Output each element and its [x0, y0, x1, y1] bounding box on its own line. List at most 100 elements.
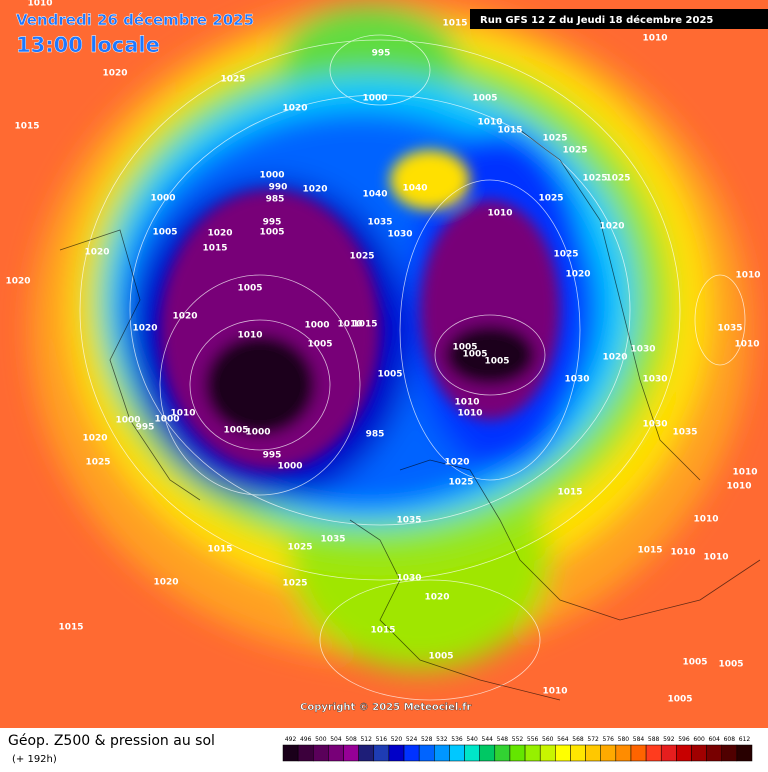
isobar-label: 1020 [602, 353, 627, 363]
isobar-label: 1035 [396, 516, 421, 526]
isobar-label: 1020 [207, 229, 232, 239]
colorbar-label: 556 [527, 736, 539, 743]
isobar-label: 1035 [320, 535, 345, 545]
colorbar-label: 596 [678, 736, 690, 743]
isobar-label: 1015 [557, 488, 582, 498]
isobar-label: 1035 [717, 324, 742, 334]
isobar-label: 1020 [84, 248, 109, 258]
colorbar-swatch [479, 744, 496, 762]
colorbar-label: 560 [542, 736, 554, 743]
isobar-label: 1015 [207, 545, 232, 555]
isobar-label: 1020 [132, 324, 157, 334]
isobar-label: 1000 [362, 94, 387, 104]
colorbar-swatch [509, 744, 526, 762]
isobar-label: 1015 [497, 126, 522, 136]
isobar-label: 1015 [202, 244, 227, 254]
colorbar-label: 520 [391, 736, 403, 743]
colorbar-swatch [706, 744, 722, 762]
isobar-label: 1025 [287, 543, 312, 553]
colorbar-swatch [282, 744, 299, 762]
colorbar-label: 544 [482, 736, 494, 743]
isobar-label: 1005 [259, 228, 284, 238]
isobar-label: 985 [266, 195, 285, 205]
isobar-label: 1010 [734, 340, 759, 350]
isobar-label: 1020 [282, 104, 307, 114]
colorbar-swatch [494, 744, 511, 762]
colorbar-swatch [418, 744, 435, 762]
isobar-label: 1020 [444, 458, 469, 468]
isobar-label: 1010 [170, 409, 195, 419]
colorbar-label: 604 [708, 736, 720, 743]
isobar-label: 995 [136, 423, 155, 433]
isobar-label: 1035 [367, 218, 392, 228]
isobar-label: 1020 [599, 222, 624, 232]
isobar-label: 995 [372, 49, 391, 59]
colorbar-swatch [313, 744, 329, 762]
colorbar-swatch [691, 744, 707, 762]
colorbar-swatch [358, 744, 375, 762]
colorbar-swatch [736, 744, 753, 762]
colorbar-label: 548 [497, 736, 509, 743]
isobar-label: 995 [263, 451, 282, 461]
isobar-label: 1015 [637, 546, 662, 556]
isobar-label: 1020 [102, 69, 127, 79]
isobar-label: 1005 [377, 370, 402, 380]
isobar-label: 1025 [582, 174, 607, 184]
isobar-label: 1010 [454, 398, 479, 408]
isobar-label: 1005 [682, 658, 707, 668]
isobar-label: 995 [263, 218, 282, 228]
isobar-label: 1005 [237, 284, 262, 294]
colorbar-label: 500 [315, 736, 327, 743]
isobar-labels: 1010 1015 1010 1020 995 1025 1000 1020 1005 1015 1… [5, 0, 760, 705]
isobar-label: 1005 [718, 660, 743, 670]
isobar-label: 1025 [562, 146, 587, 156]
colorbar-label: 504 [330, 736, 342, 743]
colorbar-label: 516 [376, 736, 388, 743]
isobar-label: 1025 [282, 579, 307, 589]
colorbar-swatch [555, 744, 571, 762]
colorbar-label: 524 [406, 736, 418, 743]
isobar-label: 1030 [396, 574, 421, 584]
colorbar-swatch [585, 744, 601, 762]
isobar-label: 985 [366, 430, 385, 440]
isobar-label: 1010 [542, 687, 567, 697]
footer-title: Géop. Z500 & pression au sol [8, 733, 215, 749]
isobar-label: 1025 [538, 194, 563, 204]
colorbar-swatch [328, 744, 344, 762]
colorbar-label: 564 [557, 736, 569, 743]
copyright: Copyright © 2025 Meteociel.fr [300, 702, 471, 713]
colorbar: 492 496 500 504 508 512 516 520 524 528 532 536 540 5… [282, 736, 753, 762]
isobar-label: 1005 [484, 357, 509, 367]
colorbar-swatch [615, 744, 632, 762]
isobar-label: 1015 [370, 626, 395, 636]
isobar-label: 1020 [565, 270, 590, 280]
isobar-label: 1000 [304, 321, 329, 331]
isobar-label: 1020 [153, 578, 178, 588]
colorbar-swatch [539, 744, 556, 762]
colorbar-label: 508 [345, 736, 357, 743]
isobar-label: 1020 [5, 277, 30, 287]
isobar-label: 1020 [82, 434, 107, 444]
colorbar-swatch [630, 744, 647, 762]
isobar-label: 1005 [667, 695, 692, 705]
colorbar-label: 572 [587, 736, 599, 743]
isobar-label: 1010 [703, 553, 728, 563]
colorbar-label: 588 [648, 736, 660, 743]
isobar-label: 1020 [424, 593, 449, 603]
isobar-label: 1030 [387, 230, 412, 240]
colorbar-swatch [676, 744, 692, 762]
isobar-label: 1015 [58, 623, 83, 633]
isobar-label: 1005 [462, 350, 487, 360]
isobar-label: 1000 [150, 194, 175, 204]
colorbar-swatch [434, 744, 450, 762]
colorbar-label: 552 [512, 736, 524, 743]
isobar-label: 1010 [693, 515, 718, 525]
isobar-label: 1005 [428, 652, 453, 662]
colorbar-label: 512 [360, 736, 372, 743]
isobar-label: 1000 [154, 415, 179, 425]
isobar-label: 1015 [14, 122, 39, 132]
colorbar-label: 608 [724, 736, 736, 743]
isobar-label: 1015 [442, 19, 467, 29]
isobar-label: 1025 [349, 252, 374, 262]
